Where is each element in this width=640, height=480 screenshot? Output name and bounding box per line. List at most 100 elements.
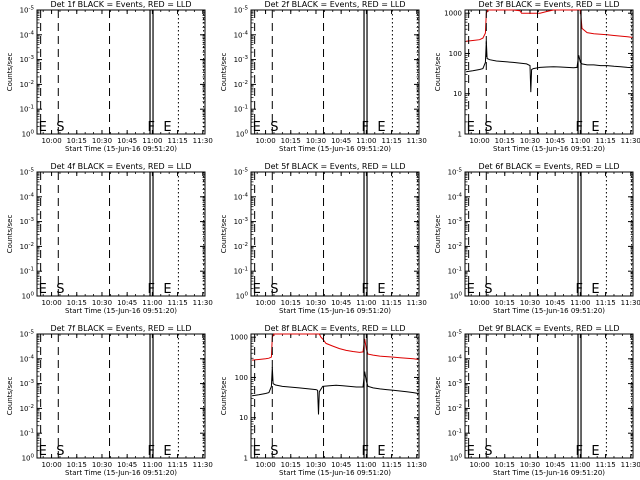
x-tick-label: 11:00 xyxy=(570,461,590,469)
marker-label-s: S xyxy=(270,444,278,459)
marker-label-f: F xyxy=(362,120,369,135)
y-tick-label: 10-2 xyxy=(448,404,462,413)
y-axis-label: Counts/sec xyxy=(6,377,14,416)
x-axis-label: Start Time (15-Jun-16 09:51:20) xyxy=(493,307,605,315)
y-tick-label: 10-5 xyxy=(448,330,463,339)
x-tick-label: 10:00 xyxy=(255,299,275,307)
y-tick-label: 10-5 xyxy=(234,6,249,15)
y-tick-label: 10-3 xyxy=(20,379,35,388)
panel-title: Det 8f BLACK = Events, RED = LLD xyxy=(264,324,405,333)
x-tick-label: 11:30 xyxy=(407,299,427,307)
panel-det-4f: Det 4f BLACK = Events, RED = LLD Counts/s… xyxy=(6,162,213,315)
x-tick-label: 10:15 xyxy=(281,461,301,469)
y-tick-label: 10-1 xyxy=(20,105,34,114)
y-tick-label: 1000 xyxy=(444,10,462,18)
y-tick-label: 10-5 xyxy=(234,168,249,177)
x-tick-label: 11:00 xyxy=(142,299,162,307)
plot-frame xyxy=(36,333,206,459)
x-tick-label: 11:30 xyxy=(621,137,640,145)
marker-label-e: E xyxy=(591,282,599,297)
x-tick-label: 11:30 xyxy=(621,299,640,307)
x-tick-label: 10:45 xyxy=(545,299,565,307)
x-axis-label: Start Time (15-Jun-16 09:51:20) xyxy=(493,145,605,153)
x-tick-label: 10:30 xyxy=(306,461,326,469)
marker-label-s: S xyxy=(484,444,492,459)
panel-title: Det 4f BLACK = Events, RED = LLD xyxy=(50,162,191,171)
marker-label-s: S xyxy=(56,282,64,297)
y-tick-label: 100 xyxy=(450,292,463,301)
marker-label-f: F xyxy=(148,120,155,135)
y-tick-label: 10-3 xyxy=(448,379,463,388)
x-tick-label: 10:15 xyxy=(281,137,301,145)
marker-label-f: F xyxy=(576,444,583,459)
x-tick-label: 11:15 xyxy=(595,299,615,307)
panel-title: Det 2f BLACK = Events, RED = LLD xyxy=(264,0,405,9)
y-tick-label: 10-4 xyxy=(20,192,35,201)
marker-label-e: E xyxy=(377,444,385,459)
y-tick-label: 10-3 xyxy=(20,217,35,226)
y-axis-label: Counts/sec xyxy=(434,215,442,254)
y-tick-label: 10-5 xyxy=(448,168,463,177)
y-tick-label: 10-1 xyxy=(20,267,34,276)
x-tick-label: 11:30 xyxy=(621,461,640,469)
x-tick-label: 11:15 xyxy=(167,299,187,307)
y-tick-label: 10-4 xyxy=(20,354,35,363)
panel-title: Det 7f BLACK = Events, RED = LLD xyxy=(50,324,191,333)
marker-label-e: E xyxy=(377,282,385,297)
panel-det-2f: Det 2f BLACK = Events, RED = LLD Counts/s… xyxy=(220,0,427,153)
x-axis-label: Start Time (15-Jun-16 09:51:20) xyxy=(279,145,391,153)
y-tick-label: 1 xyxy=(244,455,248,463)
marker-label-s: S xyxy=(484,120,492,135)
marker-label-e: E xyxy=(591,120,599,135)
x-axis-label: Start Time (15-Jun-16 09:51:20) xyxy=(65,307,177,315)
y-tick-label: 100 xyxy=(22,292,35,301)
marker-label-s: S xyxy=(56,444,64,459)
marker-label-s: S xyxy=(270,120,278,135)
marker-label-e: E xyxy=(163,120,171,135)
marker-label-f: F xyxy=(148,444,155,459)
panel-det-3f: Det 3f BLACK = Events, RED = LLD Counts/s… xyxy=(434,0,640,153)
y-tick-label: 10-2 xyxy=(20,242,34,251)
data-series-line xyxy=(466,41,633,93)
y-tick-label: 10-3 xyxy=(20,55,35,64)
y-tick-label: 10-5 xyxy=(20,168,35,177)
marker-label-e: E xyxy=(39,120,47,135)
x-tick-label: 10:15 xyxy=(281,299,301,307)
y-axis-label: Counts/sec xyxy=(220,377,228,416)
y-tick-label: 10 xyxy=(453,90,462,98)
x-tick-label: 10:15 xyxy=(67,137,87,145)
plot-frame xyxy=(464,9,634,135)
panel-title: Det 6f BLACK = Events, RED = LLD xyxy=(478,162,619,171)
y-tick-label: 1000 xyxy=(230,334,248,342)
plot-frame xyxy=(36,9,206,135)
x-tick-label: 11:00 xyxy=(356,299,376,307)
plot-frame xyxy=(464,333,634,459)
x-tick-label: 10:45 xyxy=(545,461,565,469)
marker-label-s: S xyxy=(484,282,492,297)
y-tick-label: 10 xyxy=(239,414,248,422)
x-tick-label: 10:00 xyxy=(41,461,61,469)
marker-label-e: E xyxy=(253,444,261,459)
y-tick-label: 100 xyxy=(236,292,249,301)
x-axis-label: Start Time (15-Jun-16 09:51:20) xyxy=(279,469,391,477)
y-tick-label: 1 xyxy=(458,131,462,139)
x-tick-label: 11:15 xyxy=(381,137,401,145)
x-tick-label: 10:30 xyxy=(306,137,326,145)
x-tick-label: 10:00 xyxy=(255,461,275,469)
y-tick-label: 10-3 xyxy=(448,217,463,226)
panel-title: Det 9f BLACK = Events, RED = LLD xyxy=(478,324,619,333)
marker-label-e: E xyxy=(467,120,475,135)
y-tick-label: 10-4 xyxy=(234,30,249,39)
marker-label-e: E xyxy=(467,282,475,297)
y-tick-label: 10-1 xyxy=(234,267,248,276)
x-tick-label: 11:30 xyxy=(193,461,213,469)
x-tick-label: 10:30 xyxy=(520,137,540,145)
x-tick-label: 10:00 xyxy=(41,137,61,145)
data-series-line xyxy=(252,367,419,415)
x-axis-label: Start Time (15-Jun-16 09:51:20) xyxy=(65,469,177,477)
plot-frame xyxy=(464,171,634,297)
panel-det-1f: Det 1f BLACK = Events, RED = LLD Counts/s… xyxy=(6,0,213,153)
marker-label-e: E xyxy=(253,282,261,297)
panel-det-8f: Det 8f BLACK = Events, RED = LLD Counts/s… xyxy=(220,324,427,477)
y-tick-label: 10-2 xyxy=(234,242,248,251)
